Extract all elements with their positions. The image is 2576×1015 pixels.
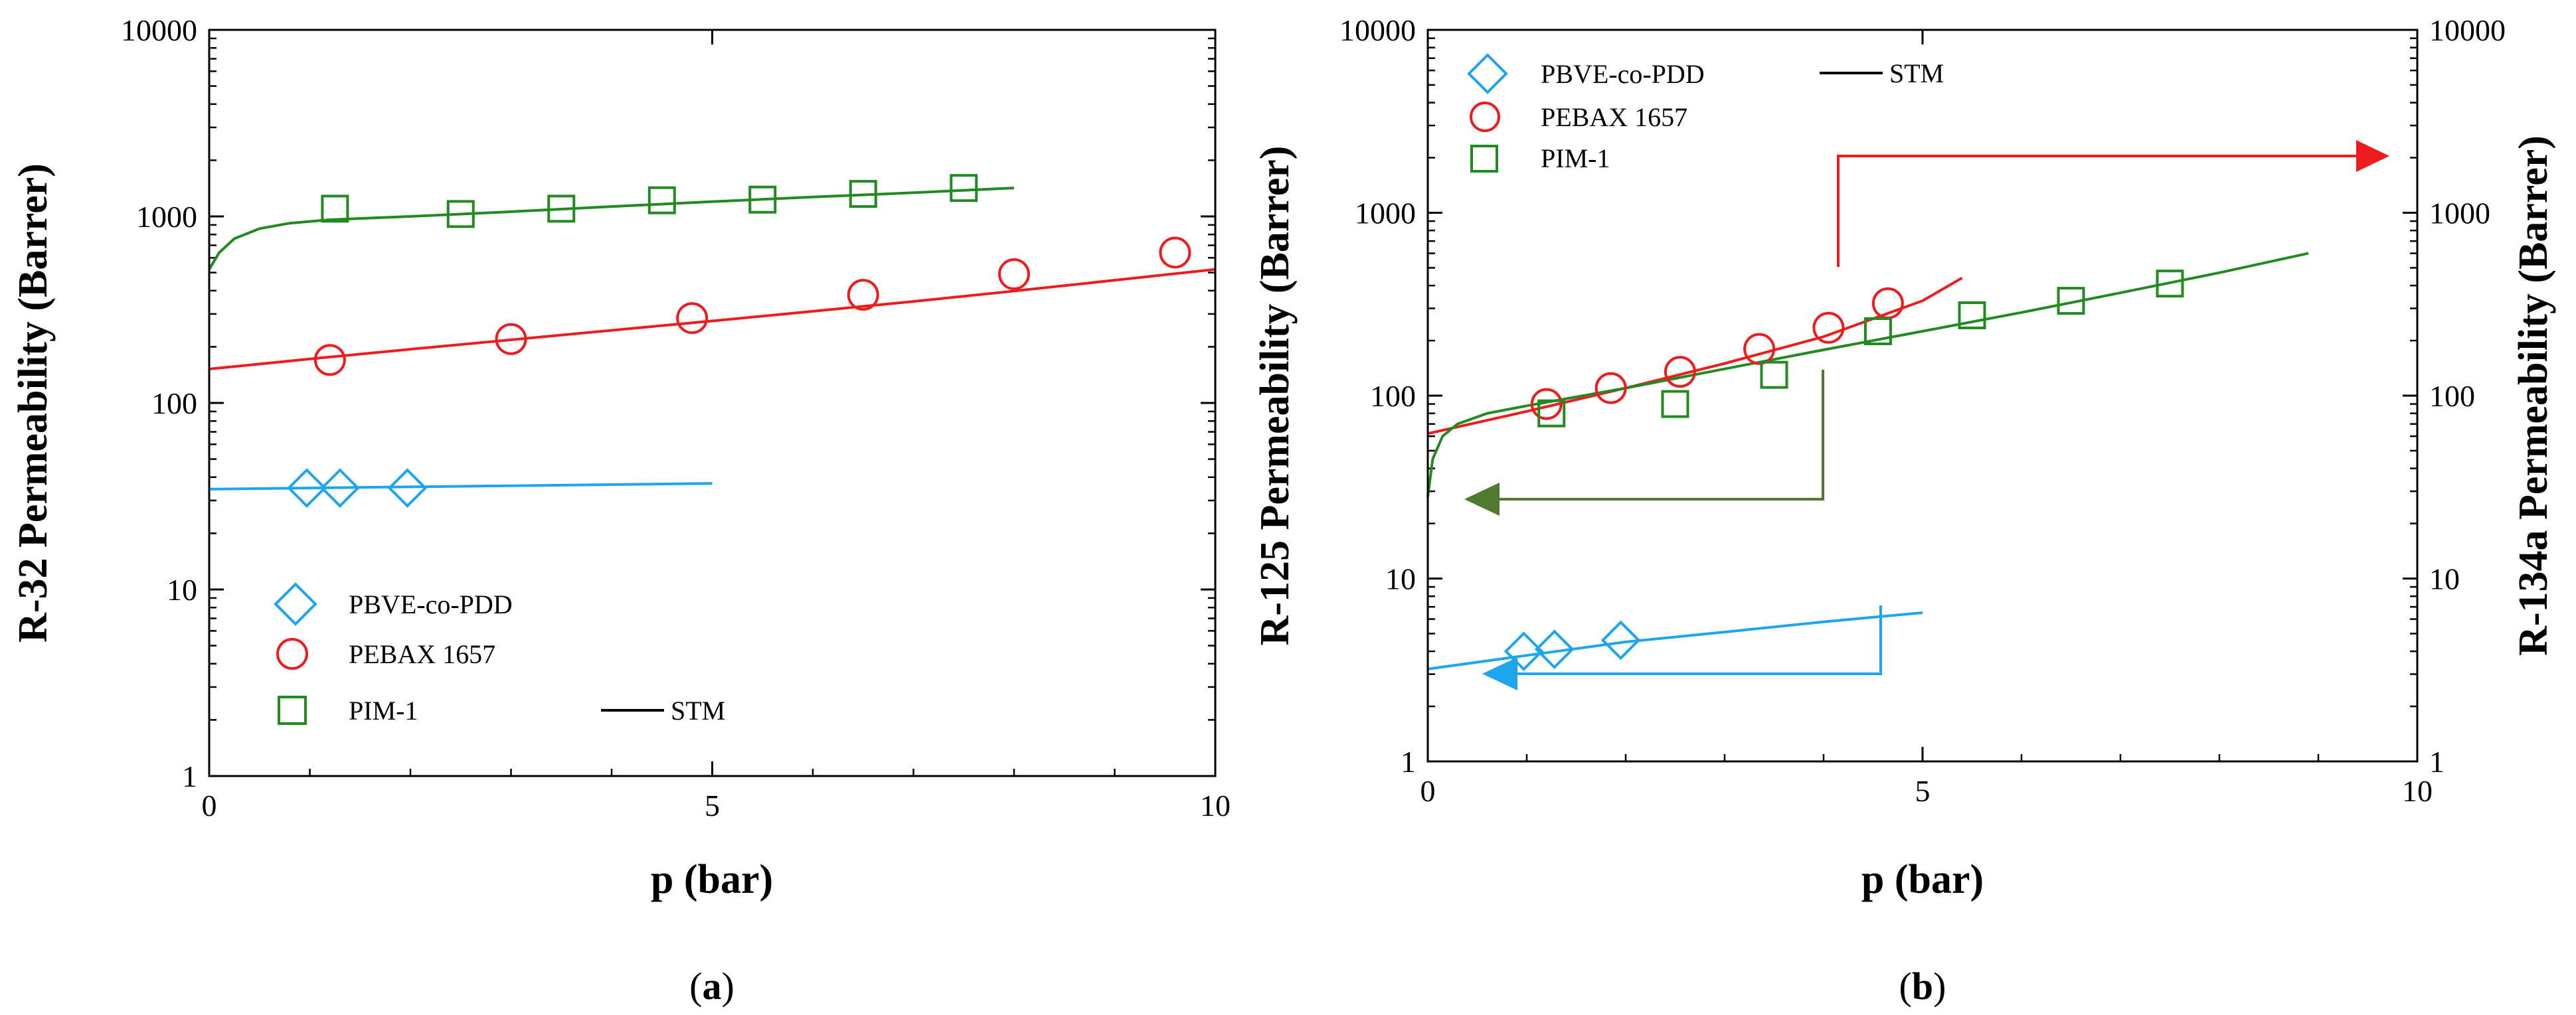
panel-a-legend: PBVE-co-PDD PEBAX 1657 PIM-1 STM: [274, 582, 725, 726]
panel-a-point-pbve-co-pdd: [320, 468, 360, 508]
panel-a-y-tick-label: 1: [182, 759, 197, 793]
panel-b-right-y-tick-label: 10000: [2429, 13, 2506, 47]
panel-a-point-pim-1: [547, 195, 576, 223]
right-axis-arrow-icon: [2356, 140, 2389, 172]
panel-b-fit-pbve-co-pdd: [1427, 611, 1923, 670]
legend-a-pebax-label: PEBAX 1657: [349, 639, 495, 669]
panel-b-plot-frame: [1426, 29, 2419, 763]
panel-b-point-pim-1: [1537, 399, 1566, 428]
legend-a-square-icon: [278, 696, 307, 725]
panel-b-y-tick-label: 1: [1401, 745, 1416, 779]
panel-a-x-tick-label: 10: [1200, 789, 1231, 822]
panel-b-right-y-tick-label: 100: [2429, 379, 2475, 413]
panel-a-point-pebax-1657: [313, 344, 346, 376]
panel-b-point-pim-1: [2156, 270, 2184, 298]
left-axis-arrow-blue-icon: [1482, 657, 1517, 690]
panel-b-legend: PBVE-co-PDD PEBAX 1657 PIM-1 STM: [1467, 53, 1944, 173]
legend-b-stm-label: STM: [1889, 58, 1944, 88]
panel-b-y-tick-label: 1000: [1355, 196, 1416, 230]
left-axis-arrow-blue-line: [1502, 605, 1882, 675]
panel-b-data-markers: [1503, 270, 2184, 671]
panel-a-point-pim-1: [950, 174, 978, 202]
panel-a-fit-pbve-co-pdd: [209, 482, 713, 491]
panel-a-point-pebax-1657: [998, 258, 1030, 291]
panel-b-point-pim-1: [1958, 301, 1986, 329]
panel-b-point-pim-1: [1760, 360, 1788, 389]
right-axis-arrow-line: [1837, 155, 2381, 267]
panel-a-point-pim-1: [446, 200, 475, 228]
panel-a-x-tick-label: 0: [202, 789, 217, 822]
panel-a-y-tick-label: 100: [151, 386, 197, 420]
panel-b-point-pim-1: [2057, 287, 2085, 315]
legend-a-diamond-icon: [274, 582, 317, 626]
panel-a-point-pebax-1657: [1159, 236, 1191, 269]
panel-a-point-pebax-1657: [847, 279, 879, 311]
panel-a-axes: 0 5 10 1 10 100 1000 10000: [121, 13, 1231, 822]
panel-b-point-pim-1: [1863, 317, 1892, 345]
panel-b-x-axis-title: p (bar): [1861, 857, 1984, 902]
panel-b-x-tick-label: 0: [1420, 774, 1436, 808]
panel-b-fit-pim-1: [1426, 252, 2309, 497]
legend-b-circle-icon: [1470, 102, 1500, 132]
legend-a-pbve-label: PBVE-co-PDD: [349, 589, 513, 619]
panel-b-right-y-axis-title: R-134a Permeability (Barrer): [2511, 135, 2556, 656]
panel-b-fit-pebax-1657: [1427, 276, 1963, 435]
panel-b-right-y-tick-label: 1000: [2429, 196, 2490, 230]
panel-a-fit-pebax-1657: [209, 268, 1216, 370]
panel-b-point-pbve-co-pdd: [1534, 629, 1575, 670]
panel-a-point-pebax-1657: [495, 323, 527, 355]
panel-a-y-axis-title: R-32 Permeability (Barrer): [11, 163, 56, 643]
panel-a-y-tick-label: 10000: [121, 13, 197, 47]
panel-b-point-pebax-1657: [1594, 372, 1627, 404]
panel-b-point-pebax-1657: [1743, 333, 1776, 365]
legend-b-square-icon: [1470, 145, 1498, 173]
panel-a-data-markers: [287, 174, 1191, 508]
panel-a-fit-pim-1: [208, 187, 1015, 270]
legend-a-circle-icon: [276, 638, 308, 670]
panel-b-point-pebax-1657: [1664, 356, 1696, 388]
left-axis-arrow-green-line: [1484, 370, 1824, 501]
panel-b-point-pbve-co-pdd: [1503, 631, 1544, 671]
panel-a-point-pbve-co-pdd: [287, 468, 327, 508]
panel-a-point-pim-1: [748, 185, 777, 214]
panel-b-y-axis-title: R-125 Permeability (Barrer): [1252, 146, 1298, 646]
panel-b-x-tick-label: 10: [2402, 774, 2433, 808]
panel-b-x-tick-label: 5: [1915, 774, 1931, 808]
panel-a-plot-frame: [208, 29, 1217, 777]
panel-b-point-pebax-1657: [1812, 311, 1845, 344]
panel-a-point-pim-1: [321, 195, 349, 223]
panel-a-chart: 0 5 10 1 10 100 1000 10000 R-32 Permeability (B…: [11, 13, 1231, 1008]
legend-a-stm-label: STM: [671, 696, 725, 726]
legend-b-diamond-icon: [1467, 53, 1508, 94]
panel-b-y-tick-label: 10000: [1339, 13, 1416, 47]
panel-b-caption: (b): [1899, 965, 1946, 1008]
panel-b-right-y-tick-label: 1: [2429, 745, 2445, 779]
panel-b-point-pim-1: [1661, 390, 1689, 418]
panel-b-axis-arrows: [1464, 140, 2389, 690]
legend-b-pbve-label: PBVE-co-PDD: [1541, 59, 1705, 89]
panel-b-y-tick-label: 100: [1370, 379, 1416, 413]
panel-a-fit-lines: [208, 187, 1216, 491]
panel-b-fit-lines: [1426, 252, 2309, 670]
panel-a-caption: (a): [689, 965, 734, 1008]
legend-b-pim-label: PIM-1: [1541, 143, 1610, 173]
panel-a-x-tick-label: 5: [705, 789, 720, 822]
panel-b-y-tick-label: 10: [1385, 562, 1416, 596]
panel-a-point-pebax-1657: [676, 302, 709, 335]
panel-a-point-pim-1: [849, 180, 877, 208]
panel-a-y-tick-label: 1000: [136, 200, 197, 234]
left-axis-arrow-green-icon: [1464, 483, 1500, 516]
panel-b-right-y-tick-label: 10: [2429, 562, 2460, 596]
panel-a-y-tick-label: 10: [167, 573, 197, 607]
panel-a-point-pim-1: [647, 186, 676, 214]
legend-b-pebax-label: PEBAX 1657: [1541, 102, 1687, 132]
panel-a-point-pbve-co-pdd: [387, 468, 428, 508]
legend-a-pim-label: PIM-1: [349, 696, 418, 726]
panel-a-x-axis-title: p (bar): [651, 857, 773, 902]
panel-b-point-pebax-1657: [1530, 388, 1563, 420]
panel-b-point-pbve-co-pdd: [1600, 620, 1641, 661]
